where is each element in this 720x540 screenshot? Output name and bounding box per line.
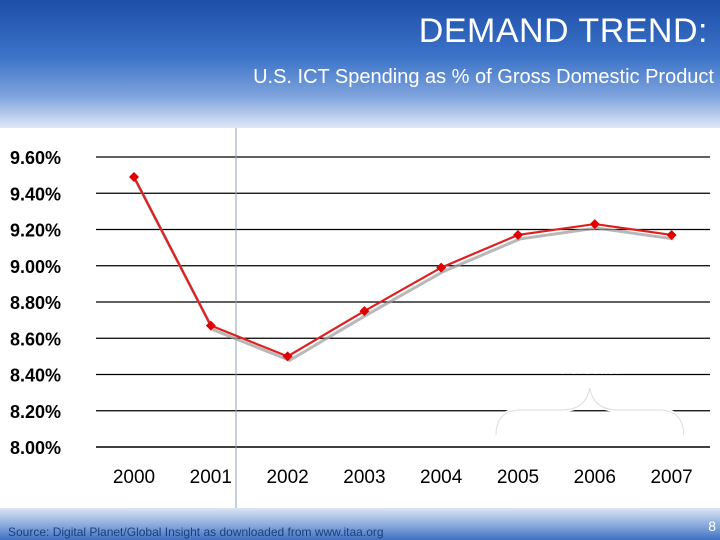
data-point [666,229,677,240]
title-banner: DEMAND TREND: U.S. ICT Spending as % of … [0,0,720,128]
x-tick-label: 2000 [113,467,155,488]
y-tick-label: 9.20% [10,221,61,241]
data-point [589,219,600,230]
y-tick-label: 8.40% [10,366,61,386]
y-tick-label: 8.20% [10,402,61,422]
y-tick-label: 8.00% [10,438,61,458]
data-point [359,306,370,317]
forecast-brace [494,387,686,437]
x-tick-label: 2001 [190,467,232,488]
page-number: 8 [708,518,716,534]
source-note: Source: Digital Planet/Global Insight as… [8,525,384,539]
x-tick-label: 2006 [574,467,616,488]
page-title: DEMAND TREND: [418,12,708,50]
data-point [513,229,523,240]
chart-subtitle: U.S. ICT Spending as % of Gross Domestic… [253,66,714,88]
data-point [282,351,293,362]
x-tick-label: 2007 [650,467,692,488]
footer-bar [0,508,720,540]
x-tick-label: 2004 [420,467,463,488]
y-tick-label: 9.40% [10,184,61,204]
x-tick-label: 2002 [266,467,308,488]
y-tick-label: 9.00% [10,257,61,277]
data-point [205,320,216,331]
x-tick-label: 2003 [343,467,385,488]
forecast-label: Forecast [561,361,620,378]
x-tick-label: 2005 [497,467,539,488]
y-tick-label: 8.60% [10,329,61,349]
data-point [436,262,447,273]
series-line-shadow [134,180,674,363]
y-tick-label: 9.60% [10,148,61,168]
forecast-brace-outline [495,387,685,436]
series-line [133,176,672,358]
y-tick-label: 8.80% [10,293,61,313]
data-point [129,171,139,182]
